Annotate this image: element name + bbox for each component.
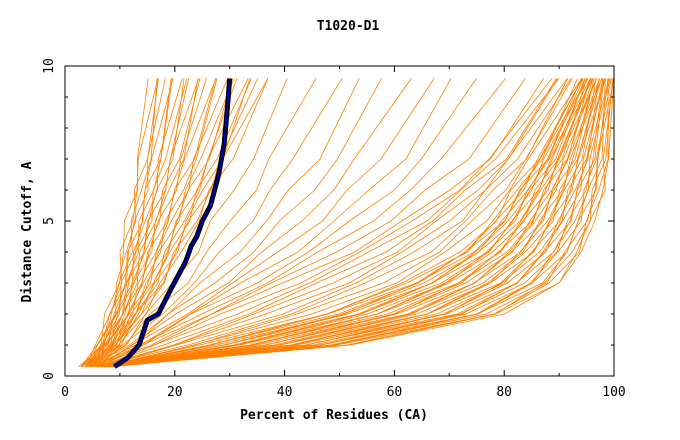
model-curve — [101, 78, 507, 368]
model-curve — [85, 78, 159, 367]
model-curve — [107, 78, 589, 368]
model-curve — [102, 78, 572, 368]
model-curve — [109, 78, 598, 368]
model-curves — [78, 78, 615, 368]
model-curve — [104, 78, 568, 368]
highlighted-model-line — [113, 78, 231, 368]
model-curve — [108, 78, 615, 368]
model-curve — [96, 78, 435, 368]
model-curve — [94, 78, 249, 367]
y-tick-label: 0 — [42, 372, 57, 380]
model-curve — [110, 78, 614, 368]
model-curve — [108, 78, 601, 368]
y-axis-label: Distance Cutoff, A — [20, 161, 35, 302]
model-curve — [96, 78, 317, 368]
x-tick-label: 100 — [602, 385, 625, 400]
model-curve — [81, 78, 149, 367]
x-tick-label: 20 — [167, 385, 183, 400]
model-curve — [109, 78, 594, 368]
model-curve — [99, 78, 412, 368]
model-curve — [84, 78, 189, 368]
model-curve — [86, 78, 174, 367]
model-curve — [96, 78, 343, 368]
model-curve — [82, 78, 199, 368]
model-curve — [85, 78, 201, 367]
model-curve — [110, 78, 610, 368]
model-curve — [100, 78, 585, 368]
model-curve — [90, 78, 252, 367]
model-curve — [109, 78, 606, 368]
model-curve — [84, 78, 166, 367]
model-curve — [88, 78, 183, 367]
model-curve — [101, 78, 584, 368]
chart-title: T1020-D1 — [317, 19, 380, 34]
model-curve — [91, 78, 217, 367]
model-curve — [102, 78, 560, 368]
x-axis-label: Percent of Residues (CA) — [240, 408, 428, 423]
model-curve — [105, 78, 604, 368]
model-curve — [109, 78, 612, 368]
model-curve — [95, 78, 526, 368]
model-curve — [100, 78, 588, 368]
model-curve — [88, 78, 207, 367]
x-tick-label: 80 — [496, 385, 512, 400]
model-curve — [97, 78, 558, 368]
model-curve — [103, 78, 594, 368]
model-curve — [110, 78, 603, 368]
model-curve — [106, 78, 591, 368]
model-curve — [107, 78, 589, 368]
highlighted-model-curve — [112, 78, 233, 369]
model-curve — [100, 78, 553, 368]
model-curve — [81, 78, 173, 368]
model-curve — [96, 78, 557, 368]
model-curve — [107, 78, 613, 368]
x-tick-label: 40 — [277, 385, 293, 400]
x-tick-label: 60 — [387, 385, 403, 400]
model-curve — [106, 78, 602, 368]
model-curve — [86, 78, 251, 368]
model-curve — [104, 78, 593, 368]
x-tick-label: 0 — [61, 385, 69, 400]
model-curve — [101, 78, 573, 368]
model-curve — [97, 78, 569, 368]
model-curve — [90, 78, 269, 368]
axis-ticks: 0 20 40 60 80 100 0 5 10 — [42, 58, 626, 400]
model-curve — [91, 78, 235, 367]
model-curve — [111, 78, 611, 368]
model-curve — [93, 78, 545, 368]
model-curve — [111, 78, 607, 368]
y-tick-label: 10 — [42, 58, 57, 74]
model-curve — [91, 78, 452, 368]
y-tick-label: 5 — [42, 217, 57, 225]
model-curve — [102, 78, 583, 368]
model-curve — [112, 78, 615, 368]
model-curve — [108, 78, 597, 368]
model-curve — [80, 78, 159, 367]
model-curve — [90, 78, 200, 367]
model-curve — [107, 78, 583, 368]
model-curve — [86, 78, 188, 367]
model-curve — [92, 78, 228, 367]
